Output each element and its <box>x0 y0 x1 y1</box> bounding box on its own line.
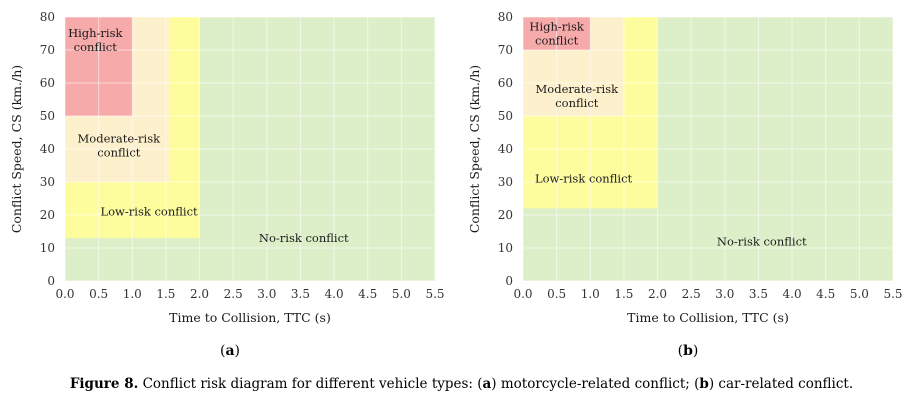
figure-caption: Figure 8. Conflict risk diagram for diff… <box>0 376 923 392</box>
y-tick-label: 60 <box>498 76 513 90</box>
x-tick-label: 1.0 <box>123 287 142 301</box>
x-axis-label: Time to Collision, TTC (s) <box>169 310 331 325</box>
chart-panel-a: No-risk conflict Low-risk conflict Moderat… <box>9 10 445 359</box>
x-tick-label: 4.0 <box>325 287 344 301</box>
x-tick-label: 3.5 <box>749 287 768 301</box>
y-tick-label: 20 <box>498 208 513 222</box>
caption-letter-b: b <box>699 376 709 392</box>
region-label-low-risk-conflict: Low-risk conflict <box>101 205 199 219</box>
panel-label: (a) <box>220 343 240 359</box>
x-tick-label: 5.5 <box>425 287 444 301</box>
y-tick-label: 30 <box>40 175 55 189</box>
caption-text-1: Conflict risk diagram for different vehi… <box>138 376 483 392</box>
region-label-moderate-risk-conflict: Moderate-risk conflict <box>536 82 620 110</box>
y-axis-label: Conflict Speed, CS (km./h) <box>9 65 24 233</box>
x-tick-label: 5.0 <box>392 287 411 301</box>
y-tick-label: 40 <box>498 142 513 156</box>
y-tick-label: 70 <box>498 43 513 57</box>
caption-letter-a: a <box>482 376 492 392</box>
y-tick-label: 50 <box>40 109 55 123</box>
caption-text-2: ) motorcycle-related conflict; ( <box>491 376 700 392</box>
y-tick-label: 0 <box>505 274 513 288</box>
region-label-high-risk-conflict: High-risk conflict <box>68 26 123 54</box>
x-tick-label: 1.5 <box>156 287 175 301</box>
caption-text-3: ) car-related conflict. <box>708 376 854 392</box>
y-tick-label: 60 <box>40 76 55 90</box>
x-tick-label: 4.5 <box>358 287 377 301</box>
region-label-low-risk-conflict: Low-risk conflict <box>535 172 633 186</box>
x-tick-label: 4.0 <box>783 287 802 301</box>
x-tick-label: 3.5 <box>291 287 310 301</box>
x-axis-label: Time to Collision, TTC (s) <box>627 310 789 325</box>
y-tick-label: 10 <box>498 241 513 255</box>
region-label-no-risk-conflict: No-risk conflict <box>717 234 807 248</box>
x-tick-label: 4.5 <box>816 287 835 301</box>
caption-figure-number: Figure 8. <box>69 376 139 392</box>
x-tick-label: 0.0 <box>55 287 74 301</box>
x-tick-label: 2.0 <box>648 287 667 301</box>
x-tick-label: 1.0 <box>581 287 600 301</box>
y-tick-label: 40 <box>40 142 55 156</box>
x-tick-label: 3.0 <box>257 287 276 301</box>
y-tick-label: 50 <box>498 109 513 123</box>
x-tick-label: 0.5 <box>89 287 108 301</box>
y-tick-label: 20 <box>40 208 55 222</box>
x-tick-label: 5.0 <box>850 287 869 301</box>
panel-label: (b) <box>678 343 699 359</box>
y-axis-label: Conflict Speed, CS (km./h) <box>467 65 482 233</box>
region-label-no-risk-conflict: No-risk conflict <box>259 231 349 245</box>
x-tick-label: 2.5 <box>224 287 243 301</box>
region-label-high-risk-conflict: High-risk conflict <box>529 20 584 48</box>
y-tick-label: 70 <box>40 43 55 57</box>
x-tick-label: 2.5 <box>682 287 701 301</box>
y-tick-label: 80 <box>40 10 55 24</box>
x-tick-label: 5.5 <box>883 287 902 301</box>
figure-8-charts: No-risk conflict Low-risk conflict Moderat… <box>9 10 903 359</box>
y-tick-label: 30 <box>498 175 513 189</box>
x-tick-label: 2.0 <box>190 287 209 301</box>
x-tick-label: 0.0 <box>513 287 532 301</box>
x-tick-label: 0.5 <box>547 287 566 301</box>
x-tick-label: 3.0 <box>715 287 734 301</box>
y-tick-label: 10 <box>40 241 55 255</box>
y-tick-label: 0 <box>47 274 55 288</box>
x-tick-label: 1.5 <box>614 287 633 301</box>
y-tick-label: 80 <box>498 10 513 24</box>
chart-panel-b: No-risk conflict Low-risk conflict Moderat… <box>467 10 903 359</box>
region-label-moderate-risk-conflict: Moderate-risk conflict <box>78 132 162 160</box>
